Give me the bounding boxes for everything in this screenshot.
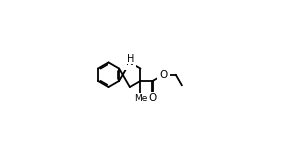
Text: O: O <box>159 70 168 80</box>
Text: O: O <box>149 94 157 103</box>
Text: H: H <box>127 54 134 64</box>
Text: N: N <box>126 57 134 67</box>
Text: Me: Me <box>134 94 147 103</box>
